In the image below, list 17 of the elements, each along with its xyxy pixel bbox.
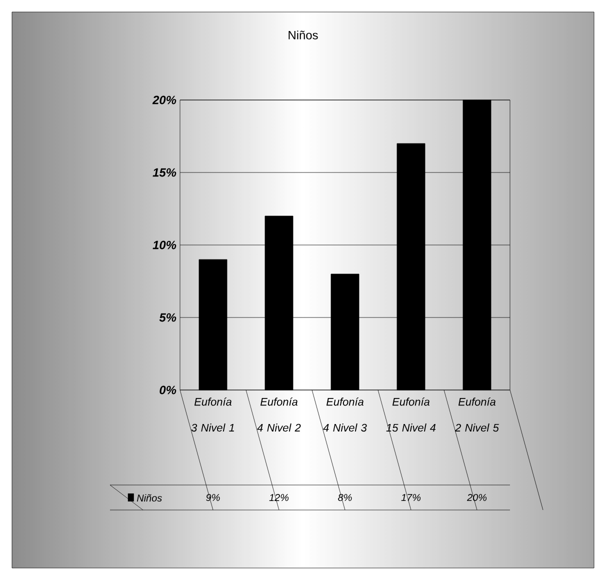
y-tick-label: 20% [152, 96, 176, 104]
data-label: 20% [466, 494, 487, 502]
category-label: Eufonía 4 Nivel 3 [323, 398, 367, 432]
y-tick-label: 0% [160, 386, 176, 394]
y-tick-label: 5% [159, 313, 176, 322]
data-label: 9% [206, 494, 220, 502]
y-tick-label: 10% [152, 240, 176, 250]
y-tick-label: 15% [152, 168, 176, 177]
legend-label: Niños [136, 494, 162, 502]
data-label: 12% [269, 494, 289, 502]
chart-title: Niños [288, 30, 318, 40]
category-label: Eufonía 4 Nivel 2 [257, 398, 301, 432]
category-label: Eufonía 2 Nivel 5 [455, 398, 499, 432]
data-label: 17% [401, 494, 421, 501]
category-label: Eufonía 3 Nivel 1 [191, 398, 234, 432]
category-label: Eufonía 15 Nivel 4 [386, 398, 436, 432]
data-label: 8% [338, 494, 352, 502]
